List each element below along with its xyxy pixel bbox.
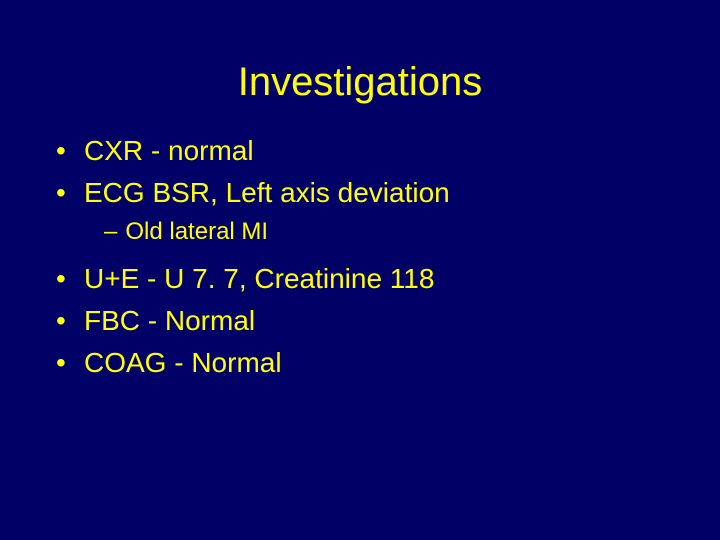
sub-dash-icon: – <box>104 217 117 247</box>
bullet-text: ECG BSR, Left axis deviation <box>84 175 450 211</box>
sub-bullet-text: Old lateral MI <box>125 217 268 247</box>
bullet-text: U+E - U 7. 7, Creatinine 118 <box>84 261 434 297</box>
slide-content: • CXR - normal • ECG BSR, Left axis devi… <box>0 133 720 387</box>
bullet-dot-icon: • <box>56 303 70 339</box>
bullet-item: • CXR - normal <box>56 133 680 169</box>
sub-bullet-item: – Old lateral MI <box>104 217 680 247</box>
bullet-item: • U+E - U 7. 7, Creatinine 118 <box>56 261 680 297</box>
bullet-item: • ECG BSR, Left axis deviation <box>56 175 680 211</box>
bullet-dot-icon: • <box>56 175 70 211</box>
slide-title: Investigations <box>0 60 720 105</box>
slide: Investigations • CXR - normal • ECG BSR,… <box>0 0 720 540</box>
bullet-dot-icon: • <box>56 133 70 169</box>
bullet-text: FBC - Normal <box>84 303 255 339</box>
bullet-item: • COAG - Normal <box>56 345 680 381</box>
bullet-dot-icon: • <box>56 261 70 297</box>
bullet-text: CXR - normal <box>84 133 254 169</box>
bullet-text: COAG - Normal <box>84 345 282 381</box>
bullet-dot-icon: • <box>56 345 70 381</box>
bullet-item: • FBC - Normal <box>56 303 680 339</box>
